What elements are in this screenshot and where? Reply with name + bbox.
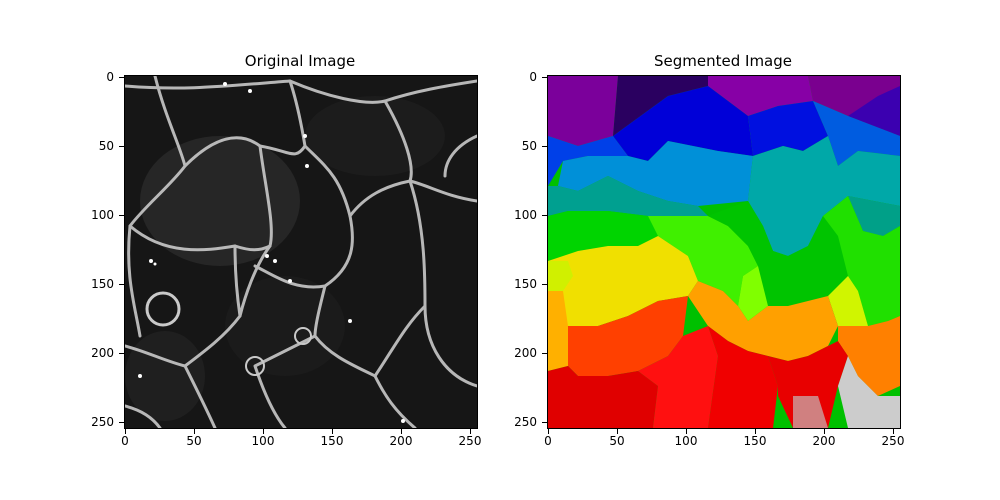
y-tick-label: 150 xyxy=(91,277,114,291)
y-tick-label: 100 xyxy=(91,208,114,222)
y-tick-mark xyxy=(119,215,124,216)
y-tick-label: 100 xyxy=(514,208,537,222)
original-panel: Original Image xyxy=(91,52,482,448)
segmented-image-svg xyxy=(548,76,900,428)
original-image xyxy=(124,75,478,429)
y-tick-mark xyxy=(542,77,547,78)
x-tick-mark xyxy=(125,429,126,434)
x-tick-label: 50 xyxy=(609,434,625,448)
x-tick-label: 100 xyxy=(251,434,275,448)
x-tick-mark xyxy=(194,429,195,434)
x-tick-label: 50 xyxy=(186,434,202,448)
y-tick-mark xyxy=(119,77,124,78)
y-tick-mark xyxy=(542,422,547,423)
x-tick-mark xyxy=(824,429,825,434)
y-tick-mark xyxy=(119,422,124,423)
x-tick-mark xyxy=(548,429,549,434)
y-tick-label: 0 xyxy=(529,70,537,84)
x-tick-label: 100 xyxy=(674,434,698,448)
y-tick-label: 250 xyxy=(514,415,537,429)
y-tick-label: 50 xyxy=(98,139,114,153)
x-tick-mark xyxy=(470,429,471,434)
y-tick-label: 200 xyxy=(91,346,114,360)
y-tick-label: 250 xyxy=(91,415,114,429)
y-tick-mark xyxy=(542,353,547,354)
y-tick-mark xyxy=(542,146,547,147)
y-tick-mark xyxy=(119,353,124,354)
y-tick-mark xyxy=(542,284,547,285)
y-tick-mark xyxy=(119,284,124,285)
segmented-image xyxy=(547,75,901,429)
original-image-svg xyxy=(125,76,477,428)
x-tick-mark xyxy=(755,429,756,434)
y-tick-label: 50 xyxy=(521,139,537,153)
x-tick-label: 0 xyxy=(544,434,552,448)
x-tick-mark xyxy=(617,429,618,434)
x-tick-label: 250 xyxy=(458,434,482,448)
x-tick-label: 200 xyxy=(812,434,836,448)
y-tick-mark xyxy=(119,146,124,147)
x-tick-label: 150 xyxy=(320,434,344,448)
original-image-title: Original Image xyxy=(244,52,356,70)
x-tick-mark xyxy=(686,429,687,434)
x-tick-mark xyxy=(401,429,402,434)
x-tick-label: 200 xyxy=(389,434,413,448)
y-tick-mark xyxy=(542,215,547,216)
x-tick-mark xyxy=(332,429,333,434)
y-tick-label: 150 xyxy=(514,277,537,291)
x-tick-label: 250 xyxy=(881,434,905,448)
segmented-image-title: Segmented Image xyxy=(654,52,792,70)
x-tick-label: 150 xyxy=(743,434,767,448)
x-tick-label: 0 xyxy=(121,434,129,448)
segmented-panel: Segmented Image xyxy=(500,0,1000,500)
x-tick-mark xyxy=(893,429,894,434)
y-tick-label: 200 xyxy=(514,346,537,360)
x-tick-mark xyxy=(263,429,264,434)
y-tick-label: 0 xyxy=(106,70,114,84)
